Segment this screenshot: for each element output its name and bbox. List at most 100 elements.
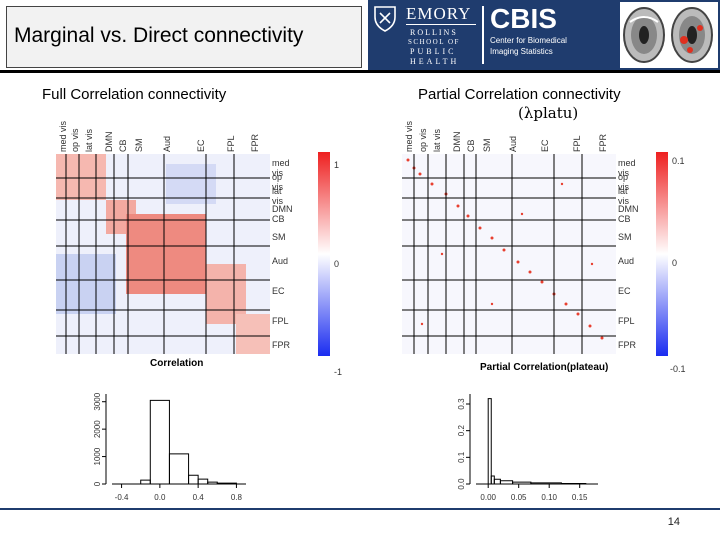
left-colorbar-mid: 0 — [334, 259, 340, 269]
left-colorbar-min: -1 — [334, 367, 343, 377]
hist-y-tick-label: 3000 — [93, 392, 102, 410]
right-right-label: lat vis — [618, 186, 629, 206]
hist-x-tick-label: -0.4 — [115, 493, 129, 502]
cbis-line-1: Center for Biomedical — [490, 36, 567, 45]
right-right-label: FPL — [618, 316, 635, 326]
hist-x-tick-label: 0.8 — [231, 493, 243, 502]
institution-banner: EMORY ROLLINS SCHOOL OF PUBLIC HEALTH CB… — [368, 0, 720, 70]
left-right-label: med vis — [272, 158, 290, 178]
right-right-label: op vis — [618, 172, 629, 192]
right-right-label: SM — [618, 232, 632, 242]
hist-x-tick-label: 0.00 — [480, 493, 496, 502]
left-colorbar — [318, 152, 330, 356]
left-top-label: op vis — [70, 128, 80, 152]
hist-y-tick-label: 0.3 — [457, 398, 466, 410]
right-right-label: DMN — [618, 204, 639, 214]
right-right-label: Aud — [618, 256, 635, 266]
header-divider — [0, 70, 720, 73]
right-top-label: op vis — [418, 128, 428, 152]
right-top-label: EC — [540, 139, 550, 152]
right-partial-correlation-matrix — [402, 154, 616, 354]
right-top-label: DMN — [452, 131, 462, 153]
right-right-label: FPR — [618, 340, 636, 350]
left-top-label: CB — [118, 139, 128, 152]
left-correlation-matrix — [56, 154, 270, 354]
left-matrix-caption: Correlation — [150, 358, 204, 369]
hist-y-tick-label: 2000 — [93, 420, 102, 438]
hist-bar — [560, 482, 587, 484]
left-top-label: FPR — [250, 134, 260, 152]
left-right-label: DMN — [272, 204, 293, 214]
hist-y-tick-label: 1000 — [93, 447, 102, 465]
hist-x-tick-label: 0.15 — [572, 493, 588, 502]
hist-x-tick-label: 0.0 — [154, 493, 166, 502]
left-right-label: lat vis — [272, 186, 283, 206]
right-top-label: med vis — [404, 120, 414, 152]
left-colorbar-max: 1 — [334, 160, 340, 170]
left-right-label: Aud — [272, 256, 289, 266]
school-line-1: ROLLINS — [410, 28, 458, 37]
cbis-line-2: Imaging Statistics — [490, 47, 553, 56]
emory-shield-icon — [374, 6, 396, 32]
hist-y-tick-label: 0.2 — [457, 425, 466, 437]
footer-divider — [0, 508, 720, 510]
title-box — [6, 6, 362, 68]
left-top-label: Aud — [162, 135, 172, 152]
left-top-label: med vis — [58, 120, 68, 152]
school-line-4: HEALTH — [410, 57, 460, 66]
page-number: 14 — [667, 516, 680, 528]
hist-x-tick-label: 0.4 — [193, 493, 205, 502]
hist-y-tick-label: 0 — [93, 481, 102, 486]
emory-underline — [406, 24, 476, 25]
left-right-label: CB — [272, 214, 285, 224]
right-top-label: FPR — [598, 134, 608, 152]
emory-wordmark: EMORY — [406, 4, 472, 23]
right-top-label: lat vis — [432, 128, 442, 152]
right-right-label: CB — [618, 214, 631, 224]
hist-bar — [487, 398, 492, 484]
right-colorbar — [656, 152, 668, 356]
right-top-label: SM — [482, 138, 492, 153]
lambda-plateau-label: (λplatu) — [518, 104, 579, 122]
left-right-label: SM — [272, 232, 286, 242]
left-right-label: FPR — [272, 340, 290, 350]
hist-bar — [493, 478, 501, 484]
hist-y-tick-label: 0.0 — [457, 478, 466, 490]
left-top-label: lat vis — [84, 128, 94, 152]
left-right-label: FPL — [272, 316, 289, 326]
hist-bar — [140, 479, 151, 484]
right-colorbar-min: -0.1 — [670, 364, 686, 374]
cbis-wordmark: CBIS — [490, 3, 557, 34]
hist-bar — [216, 482, 237, 484]
school-line-2: SCHOOL OF — [408, 38, 460, 46]
right-top-label: Aud — [508, 135, 518, 152]
right-top-label: FPL — [572, 135, 582, 152]
left-right-label: op vis — [272, 172, 283, 192]
right-right-label: EC — [618, 286, 631, 296]
hist-bar — [188, 474, 199, 484]
right-top-label: CB — [466, 139, 476, 152]
brain-scan-images — [620, 2, 718, 68]
left-top-label: DMN — [104, 131, 114, 153]
right-colorbar-mid: 0 — [672, 258, 678, 268]
hist-bar — [197, 478, 209, 484]
right-matrix-caption: Partial Correlation(plateau) — [480, 362, 609, 373]
left-top-label: SM — [134, 138, 144, 153]
right-right-label: med vis — [618, 158, 636, 178]
school-line-3: PUBLIC — [410, 47, 457, 56]
banner-divider — [482, 6, 484, 64]
hist-y-tick-label: 0.1 — [457, 451, 466, 463]
right-panel-heading: Partial Correlation connectivity — [418, 86, 621, 103]
left-panel-heading: Full Correlation connectivity — [42, 86, 227, 103]
left-top-label: FPL — [226, 135, 236, 152]
hist-x-tick-label: 0.05 — [511, 493, 527, 502]
left-top-label: EC — [196, 139, 206, 152]
right-colorbar-max: 0.1 — [672, 156, 685, 166]
slide-title: Marginal vs. Direct connectivity — [14, 24, 304, 47]
hist-bar — [168, 453, 190, 484]
hist-bar — [149, 399, 170, 484]
right-partial-correlation-histogram: 0.00 0.05 0.10 0.15 0.0 0.1 0.2 0.3 — [457, 394, 598, 502]
hist-x-tick-label: 0.10 — [541, 493, 557, 502]
left-correlation-histogram: -0.4 0.0 0.4 0.8 0 1000 2000 3000 — [93, 392, 246, 502]
left-right-label: EC — [272, 286, 285, 296]
